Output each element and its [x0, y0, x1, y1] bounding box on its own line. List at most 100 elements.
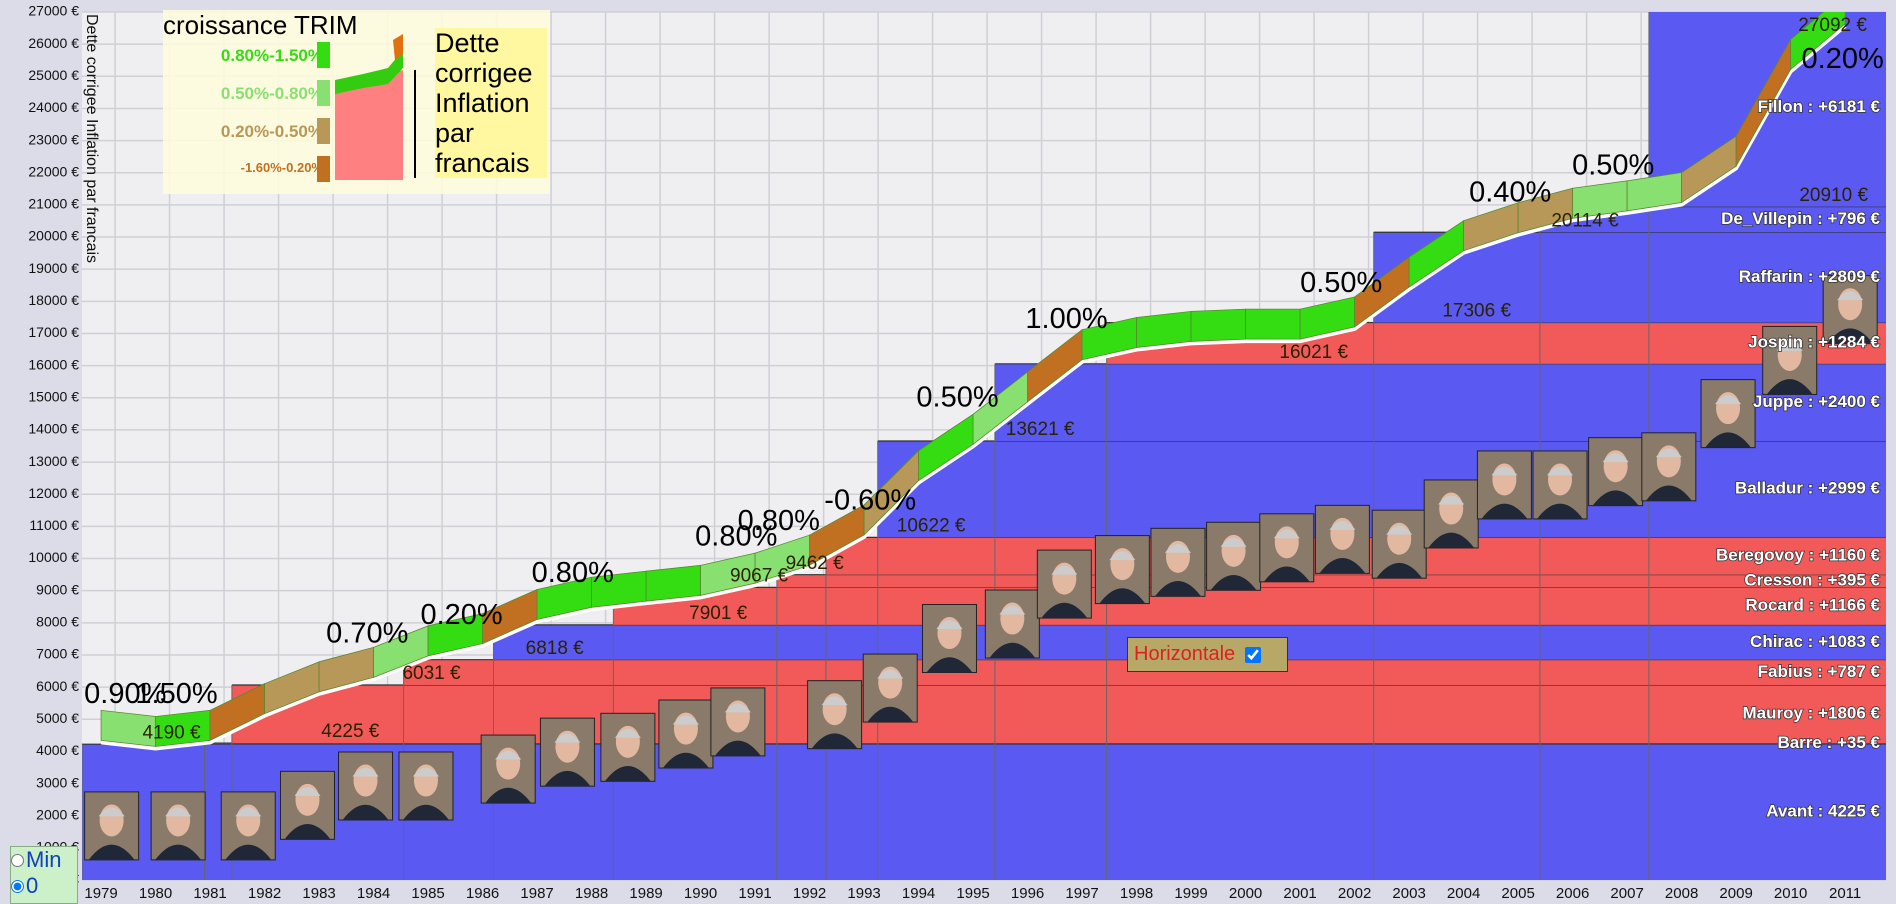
x-tick-label: 2007: [1610, 885, 1643, 902]
legend-swatch: [317, 156, 330, 182]
radio-option[interactable]: 0: [11, 873, 77, 899]
chart-wrapper: Avant : 4225 € Barre : +35 € Mauroy : +180…: [0, 0, 1896, 904]
x-tick-label: 2004: [1447, 885, 1480, 902]
growth-label: 0.40%: [1469, 176, 1551, 208]
radio-option[interactable]: Min: [11, 847, 77, 873]
x-tick-label: 1979: [84, 885, 117, 902]
legend-item-label: 0.50%-0.80%: [221, 84, 323, 104]
radio[interactable]: [11, 854, 24, 867]
growth-label: 1.00%: [1025, 303, 1107, 335]
x-tick-label: 1998: [1120, 885, 1153, 902]
radio-label: Min: [26, 847, 61, 872]
checkbox[interactable]: [1245, 647, 1261, 663]
level-label: 10622 €: [897, 516, 966, 537]
growth-label: 0.80%: [738, 505, 820, 537]
growth-label: 0.50%: [1572, 150, 1654, 182]
legend-swatch: [317, 42, 330, 68]
growth-label: -0.60%: [824, 484, 916, 516]
legend: croissance TRIM 0.80%-1.50%0.50%-0.80%0.…: [163, 10, 550, 194]
legend-swatch: [317, 80, 330, 106]
band-label: Mauroy : +1806 €: [1743, 704, 1881, 723]
level-label: 4225 €: [321, 721, 380, 742]
y-tick-label: 2000 €: [36, 806, 79, 822]
x-tick-label: 2008: [1665, 885, 1698, 902]
y-tick-label: 22000 €: [28, 163, 79, 179]
band-label: Balladur : +2999 €: [1735, 479, 1881, 498]
y-tick-label: 27000 €: [28, 3, 79, 19]
band-label: Fillon : +6181 €: [1758, 97, 1881, 116]
y-tick-label: 14000 €: [28, 421, 79, 437]
x-tick-label: 2002: [1338, 885, 1371, 902]
radio[interactable]: [11, 880, 24, 893]
y-tick-label: 15000 €: [28, 388, 79, 404]
level-label: 6031 €: [402, 663, 461, 684]
y-tick-label: 16000 €: [28, 356, 79, 372]
level-label: 9067 €: [730, 566, 789, 587]
y-axis-title: Dette corrigee Inflation par francais: [82, 14, 100, 263]
y-tick-label: 8000 €: [36, 614, 79, 630]
debt-segment: [1191, 309, 1246, 341]
legend-item-label: 0.20%-0.50%: [221, 122, 323, 142]
x-tick-label: 1985: [411, 885, 444, 902]
y-tick-label: 13000 €: [28, 453, 79, 469]
x-tick-label: 1995: [956, 885, 989, 902]
growth-label: 0.50%: [916, 382, 998, 414]
y-tick-label: 25000 €: [28, 67, 79, 83]
y-tick-label: 26000 €: [28, 35, 79, 51]
legend-illustration: [333, 30, 423, 180]
band-label: Barre : +35 €: [1777, 733, 1880, 752]
x-tick-label: 1986: [466, 885, 499, 902]
level-label: 13621 €: [1006, 419, 1075, 440]
x-tick-label: 1982: [248, 885, 281, 902]
x-tick-label: 2010: [1774, 885, 1807, 902]
level-label: 20910 €: [1799, 185, 1868, 206]
y-tick-label: 18000 €: [28, 292, 79, 308]
y-tick-label: 12000 €: [28, 485, 79, 501]
y-tick-label: 24000 €: [28, 99, 79, 115]
x-tick-label: 1989: [629, 885, 662, 902]
checkbox-label: Horizontale: [1134, 643, 1235, 666]
x-tick-label: 1999: [1174, 885, 1207, 902]
y-tick-label: 17000 €: [28, 324, 79, 340]
x-tick-label: 1993: [847, 885, 880, 902]
level-label: 17306 €: [1442, 301, 1511, 322]
band: [613, 587, 1886, 624]
legend-title: croissance TRIM: [163, 10, 358, 41]
band-label: Fabius : +787 €: [1758, 662, 1881, 681]
debt-segment: [646, 565, 701, 601]
y-tick-label: 4000 €: [36, 742, 79, 758]
growth-label: 0.20%: [420, 599, 502, 631]
x-tick-label: 2006: [1556, 885, 1589, 902]
x-tick-label: 2011: [1829, 885, 1861, 902]
y-tick-label: 23000 €: [28, 131, 79, 147]
x-tick-label: 1992: [793, 885, 826, 902]
body: {"chart_data": { "type": "stacked-band-l…: [0, 0, 1896, 904]
band-label: Avant : 4225 €: [1766, 802, 1880, 821]
legend-swatch: [317, 118, 330, 144]
y-tick-label: 10000 €: [28, 549, 79, 565]
band: [777, 575, 1886, 588]
x-tick-label: 1987: [520, 885, 553, 902]
band-label: Beregovoy : +1160 €: [1716, 546, 1881, 565]
x-tick-label: 1984: [357, 885, 390, 902]
horizontal-toggle[interactable]: Horizontale: [1127, 637, 1288, 672]
level-label: 20114 €: [1551, 210, 1619, 231]
radio-label: 0: [26, 873, 38, 898]
y-tick-label: 3000 €: [36, 774, 79, 790]
x-tick-label: 2001: [1283, 885, 1316, 902]
legend-item-label: -1.60%-0.20%: [241, 160, 323, 175]
x-tick-label: 1994: [902, 885, 935, 902]
y-tick-label: 9000 €: [36, 581, 79, 597]
y-tick-label: 21000 €: [28, 196, 79, 212]
x-tick-label: 1980: [139, 885, 172, 902]
debt-segment: [1137, 311, 1192, 347]
y-tick-label: 6000 €: [36, 678, 79, 694]
y-tick-label: 5000 €: [36, 710, 79, 726]
y-tick-label: 11000 €: [29, 517, 79, 533]
growth-label: 1.50%: [135, 678, 217, 710]
debt-segment: [1246, 309, 1301, 339]
x-tick-label: 1988: [575, 885, 608, 902]
y-tick-label: 20000 €: [28, 228, 79, 244]
band-label: De_Villepin : +796 €: [1721, 209, 1880, 228]
